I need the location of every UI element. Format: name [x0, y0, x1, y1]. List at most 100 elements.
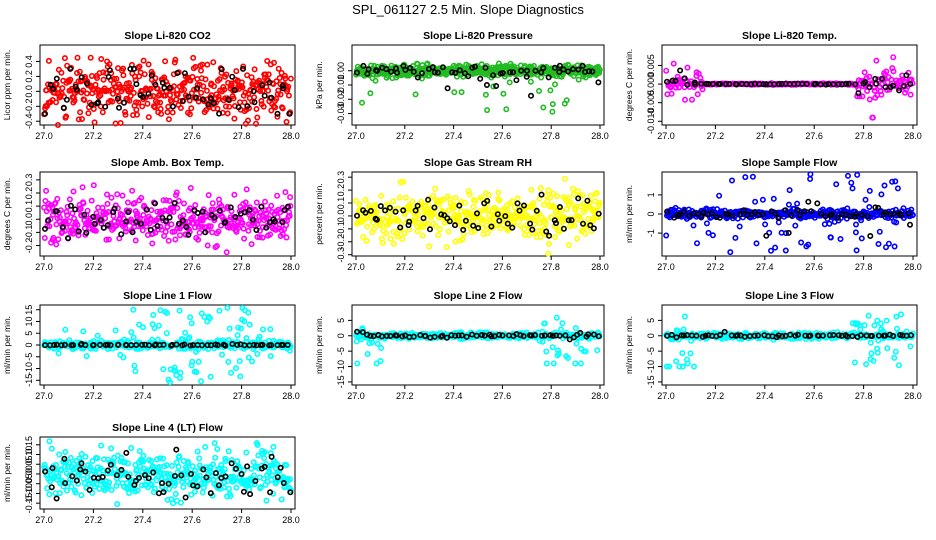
data-point	[677, 67, 684, 74]
data-point	[112, 120, 119, 127]
data-point	[537, 185, 544, 192]
data-point	[98, 56, 105, 63]
data-point	[81, 225, 88, 232]
data-point	[866, 73, 873, 80]
y-tick-label: -10	[24, 362, 34, 375]
data-point	[169, 109, 176, 116]
data-point	[287, 476, 294, 483]
data-point	[795, 331, 802, 338]
data-point	[883, 317, 890, 324]
data-point	[171, 472, 178, 479]
data-point	[827, 234, 834, 241]
data-point	[279, 219, 286, 226]
data-point	[367, 207, 374, 214]
data-point	[282, 189, 289, 196]
data-point	[871, 322, 878, 329]
data-point	[772, 210, 779, 217]
data-point	[382, 207, 389, 214]
data-point	[680, 332, 687, 339]
data-point	[166, 486, 173, 493]
data-point	[251, 472, 258, 479]
data-point	[253, 226, 260, 233]
data-point	[108, 194, 115, 201]
data-point	[215, 93, 222, 100]
data-point	[227, 493, 234, 500]
data-point	[130, 334, 137, 341]
data-point	[835, 332, 842, 339]
data-point	[149, 336, 156, 343]
data-point	[154, 99, 161, 106]
data-point	[161, 84, 168, 91]
data-point	[131, 362, 138, 369]
data-point	[173, 189, 180, 196]
y-tick-label: 0	[646, 333, 656, 338]
data-point	[858, 235, 865, 242]
data-point	[852, 210, 859, 217]
data-point	[163, 330, 170, 337]
data-point	[94, 464, 101, 471]
data-point	[214, 105, 221, 112]
data-point	[727, 249, 734, 256]
data-point	[49, 465, 56, 472]
data-point	[418, 198, 425, 205]
data-point	[43, 187, 50, 194]
data-point	[215, 482, 222, 489]
data-point	[130, 89, 137, 96]
data-point	[218, 66, 225, 73]
data-point	[552, 81, 559, 88]
data-point	[545, 250, 552, 257]
data-point	[192, 202, 199, 209]
data-point	[104, 467, 111, 474]
data-point	[465, 188, 472, 195]
data-point	[577, 329, 584, 336]
data-point	[60, 104, 67, 111]
data-point	[55, 350, 62, 357]
y-tick-label: -0.2	[24, 238, 34, 254]
data-point	[792, 222, 799, 229]
data-point	[182, 329, 189, 336]
data-point	[248, 241, 255, 248]
data-point	[570, 191, 577, 198]
x-tick-label: 27.4	[445, 131, 463, 141]
data-point	[278, 496, 285, 503]
data-point	[443, 334, 450, 341]
data-point	[406, 218, 413, 225]
data-point	[253, 120, 260, 127]
data-point	[148, 481, 155, 488]
data-point	[755, 332, 762, 339]
data-point	[167, 379, 174, 386]
data-point	[272, 104, 279, 111]
data-point	[259, 87, 266, 94]
data-point	[97, 216, 104, 223]
y-tick-label: -0.1	[24, 225, 34, 241]
data-point	[353, 197, 360, 204]
data-point	[828, 210, 835, 217]
data-point	[165, 237, 172, 244]
data-point	[419, 70, 426, 77]
data-point	[78, 492, 85, 499]
data-point	[80, 200, 87, 207]
data-point	[894, 185, 901, 192]
data-point	[579, 62, 586, 69]
x-tick-label: 27.2	[85, 131, 103, 141]
data-point	[582, 230, 589, 237]
data-point	[843, 80, 850, 87]
x-tick-label: 28.0	[282, 131, 300, 141]
plot-frame	[39, 436, 296, 510]
data-point	[286, 110, 293, 117]
data-point	[207, 490, 214, 497]
data-point	[693, 240, 700, 247]
data-point	[452, 222, 459, 229]
data-point	[241, 209, 248, 216]
data-point	[543, 348, 550, 355]
data-point	[63, 487, 70, 494]
x-tick-label: 27.8	[855, 391, 873, 401]
data-point	[143, 206, 150, 213]
data-point	[893, 313, 900, 320]
data-point	[772, 244, 779, 251]
data-point	[206, 211, 213, 218]
data-point	[171, 364, 178, 371]
data-point	[256, 77, 263, 84]
data-point	[679, 363, 686, 370]
data-point	[88, 72, 95, 79]
